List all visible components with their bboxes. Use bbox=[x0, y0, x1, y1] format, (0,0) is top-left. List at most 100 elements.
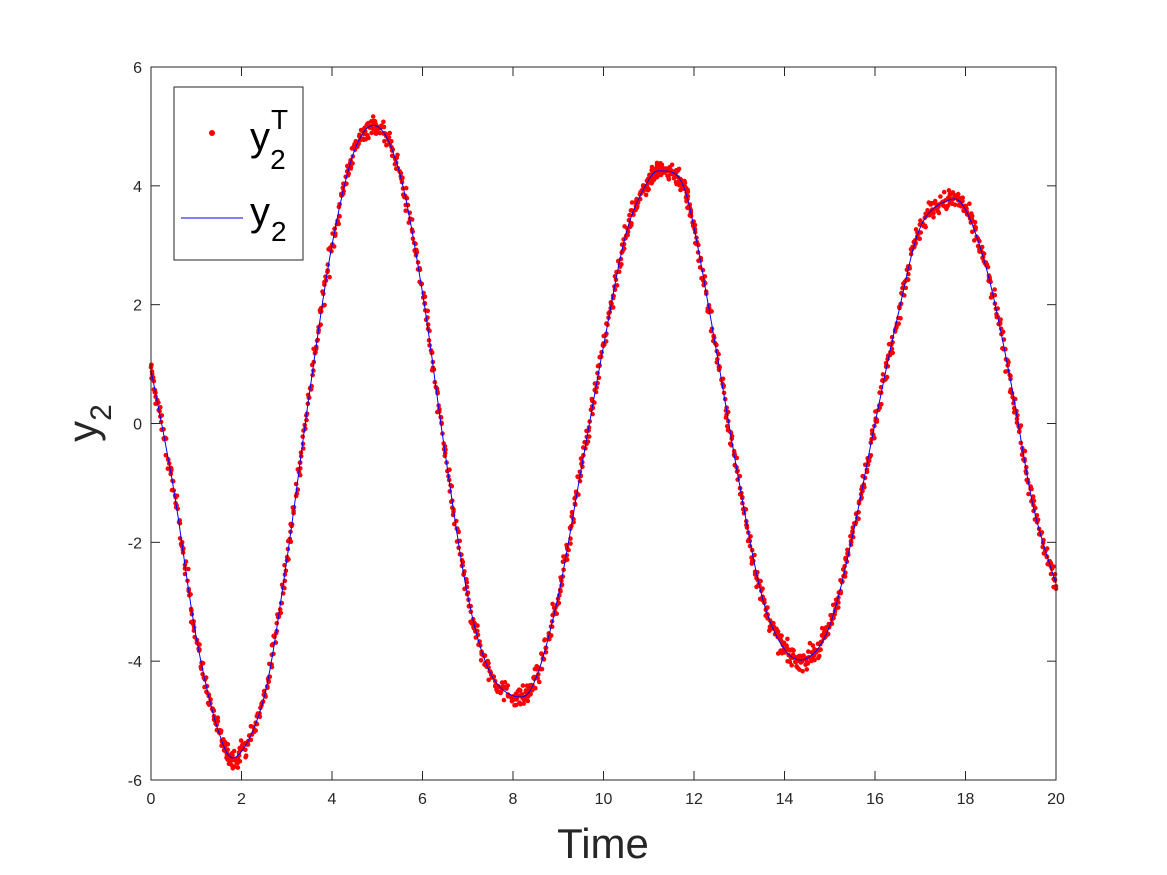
data-point bbox=[941, 189, 947, 195]
data-point bbox=[501, 697, 507, 703]
data-point bbox=[550, 601, 555, 607]
data-point bbox=[1000, 329, 1006, 335]
data-point bbox=[237, 759, 243, 764]
x-tick-label: 12 bbox=[685, 791, 703, 808]
data-point bbox=[898, 316, 903, 321]
data-point bbox=[931, 210, 936, 216]
data-point bbox=[197, 642, 202, 647]
data-point bbox=[336, 221, 342, 227]
data-point bbox=[215, 715, 221, 720]
x-tick-label: 20 bbox=[1047, 791, 1065, 808]
data-point bbox=[823, 627, 828, 633]
y-tick-label: 0 bbox=[133, 417, 142, 434]
data-point bbox=[1030, 494, 1036, 499]
legend-marker-y2T bbox=[209, 130, 215, 136]
data-point bbox=[946, 188, 952, 193]
data-point bbox=[791, 648, 796, 653]
data-point bbox=[521, 697, 527, 703]
data-point bbox=[723, 415, 729, 420]
data-point bbox=[556, 600, 562, 606]
data-point bbox=[952, 202, 958, 207]
x-axis-title: Time bbox=[557, 820, 649, 867]
data-point bbox=[475, 623, 480, 628]
data-point bbox=[973, 225, 978, 230]
data-point bbox=[486, 677, 492, 683]
data-point bbox=[350, 161, 355, 166]
y-tick-label: 6 bbox=[133, 60, 142, 77]
data-point bbox=[304, 417, 309, 423]
data-point bbox=[439, 421, 445, 427]
data-point bbox=[649, 164, 655, 170]
data-point bbox=[879, 401, 884, 407]
data-point bbox=[300, 434, 306, 439]
data-point bbox=[539, 666, 545, 672]
data-point bbox=[734, 455, 740, 461]
data-point bbox=[381, 119, 386, 125]
data-point bbox=[627, 212, 632, 218]
data-point bbox=[425, 308, 431, 314]
data-point bbox=[785, 636, 790, 642]
axes: 0 2 4 6 8 10 12 14 16 18 20 -6 -4 -2 0 2 4 6 bbox=[128, 60, 1065, 808]
data-point bbox=[771, 620, 776, 626]
x-tick-label: 16 bbox=[866, 791, 884, 808]
data-point bbox=[521, 701, 526, 706]
data-point bbox=[243, 747, 248, 753]
data-point bbox=[896, 321, 901, 327]
data-point bbox=[790, 652, 796, 657]
data-point bbox=[938, 194, 943, 199]
data-point bbox=[787, 659, 793, 665]
legend-label-y2-sub: 2 bbox=[271, 216, 287, 247]
data-point bbox=[967, 201, 972, 206]
data-point bbox=[174, 493, 180, 499]
x-tick-label: 10 bbox=[595, 791, 613, 808]
data-point bbox=[902, 293, 907, 298]
data-point bbox=[381, 124, 387, 130]
data-point bbox=[649, 180, 654, 186]
data-point bbox=[931, 215, 936, 220]
data-point bbox=[505, 683, 511, 688]
data-point bbox=[918, 218, 923, 223]
data-point bbox=[395, 152, 400, 158]
data-point bbox=[486, 660, 491, 666]
data-point bbox=[215, 719, 221, 724]
legend-label-y2-base: y bbox=[250, 190, 270, 234]
legend-label-y2T-sup: T bbox=[271, 104, 288, 135]
data-point bbox=[158, 405, 163, 410]
data-point bbox=[225, 742, 231, 747]
data-point bbox=[554, 611, 559, 617]
data-point bbox=[366, 135, 371, 141]
series-y2-line bbox=[150, 124, 1057, 759]
data-point bbox=[917, 236, 922, 241]
data-point bbox=[720, 376, 726, 382]
data-point bbox=[561, 554, 566, 559]
y-tick-label: -6 bbox=[128, 773, 142, 790]
data-point bbox=[629, 221, 634, 226]
data-point bbox=[253, 728, 258, 733]
data-point bbox=[322, 302, 327, 308]
data-point bbox=[568, 541, 573, 546]
x-tick-label: 8 bbox=[509, 791, 518, 808]
x-tick-label: 6 bbox=[418, 791, 427, 808]
data-point bbox=[377, 130, 383, 136]
data-point bbox=[682, 178, 687, 184]
data-point bbox=[331, 244, 337, 249]
data-point bbox=[765, 605, 770, 610]
data-point bbox=[741, 510, 747, 516]
data-point bbox=[1031, 498, 1037, 504]
legend-box bbox=[173, 86, 304, 261]
data-point bbox=[525, 698, 531, 704]
data-point bbox=[1022, 448, 1028, 454]
data-point bbox=[513, 702, 519, 708]
data-point bbox=[646, 186, 651, 192]
data-point bbox=[614, 283, 620, 288]
data-point bbox=[243, 753, 249, 758]
data-point bbox=[449, 483, 455, 489]
data-point bbox=[520, 683, 526, 688]
data-point bbox=[369, 130, 374, 136]
data-point bbox=[812, 657, 817, 663]
data-point bbox=[872, 435, 877, 441]
legend-label-y2T-base: y bbox=[250, 115, 270, 159]
data-point bbox=[789, 663, 794, 668]
data-point bbox=[969, 213, 975, 219]
